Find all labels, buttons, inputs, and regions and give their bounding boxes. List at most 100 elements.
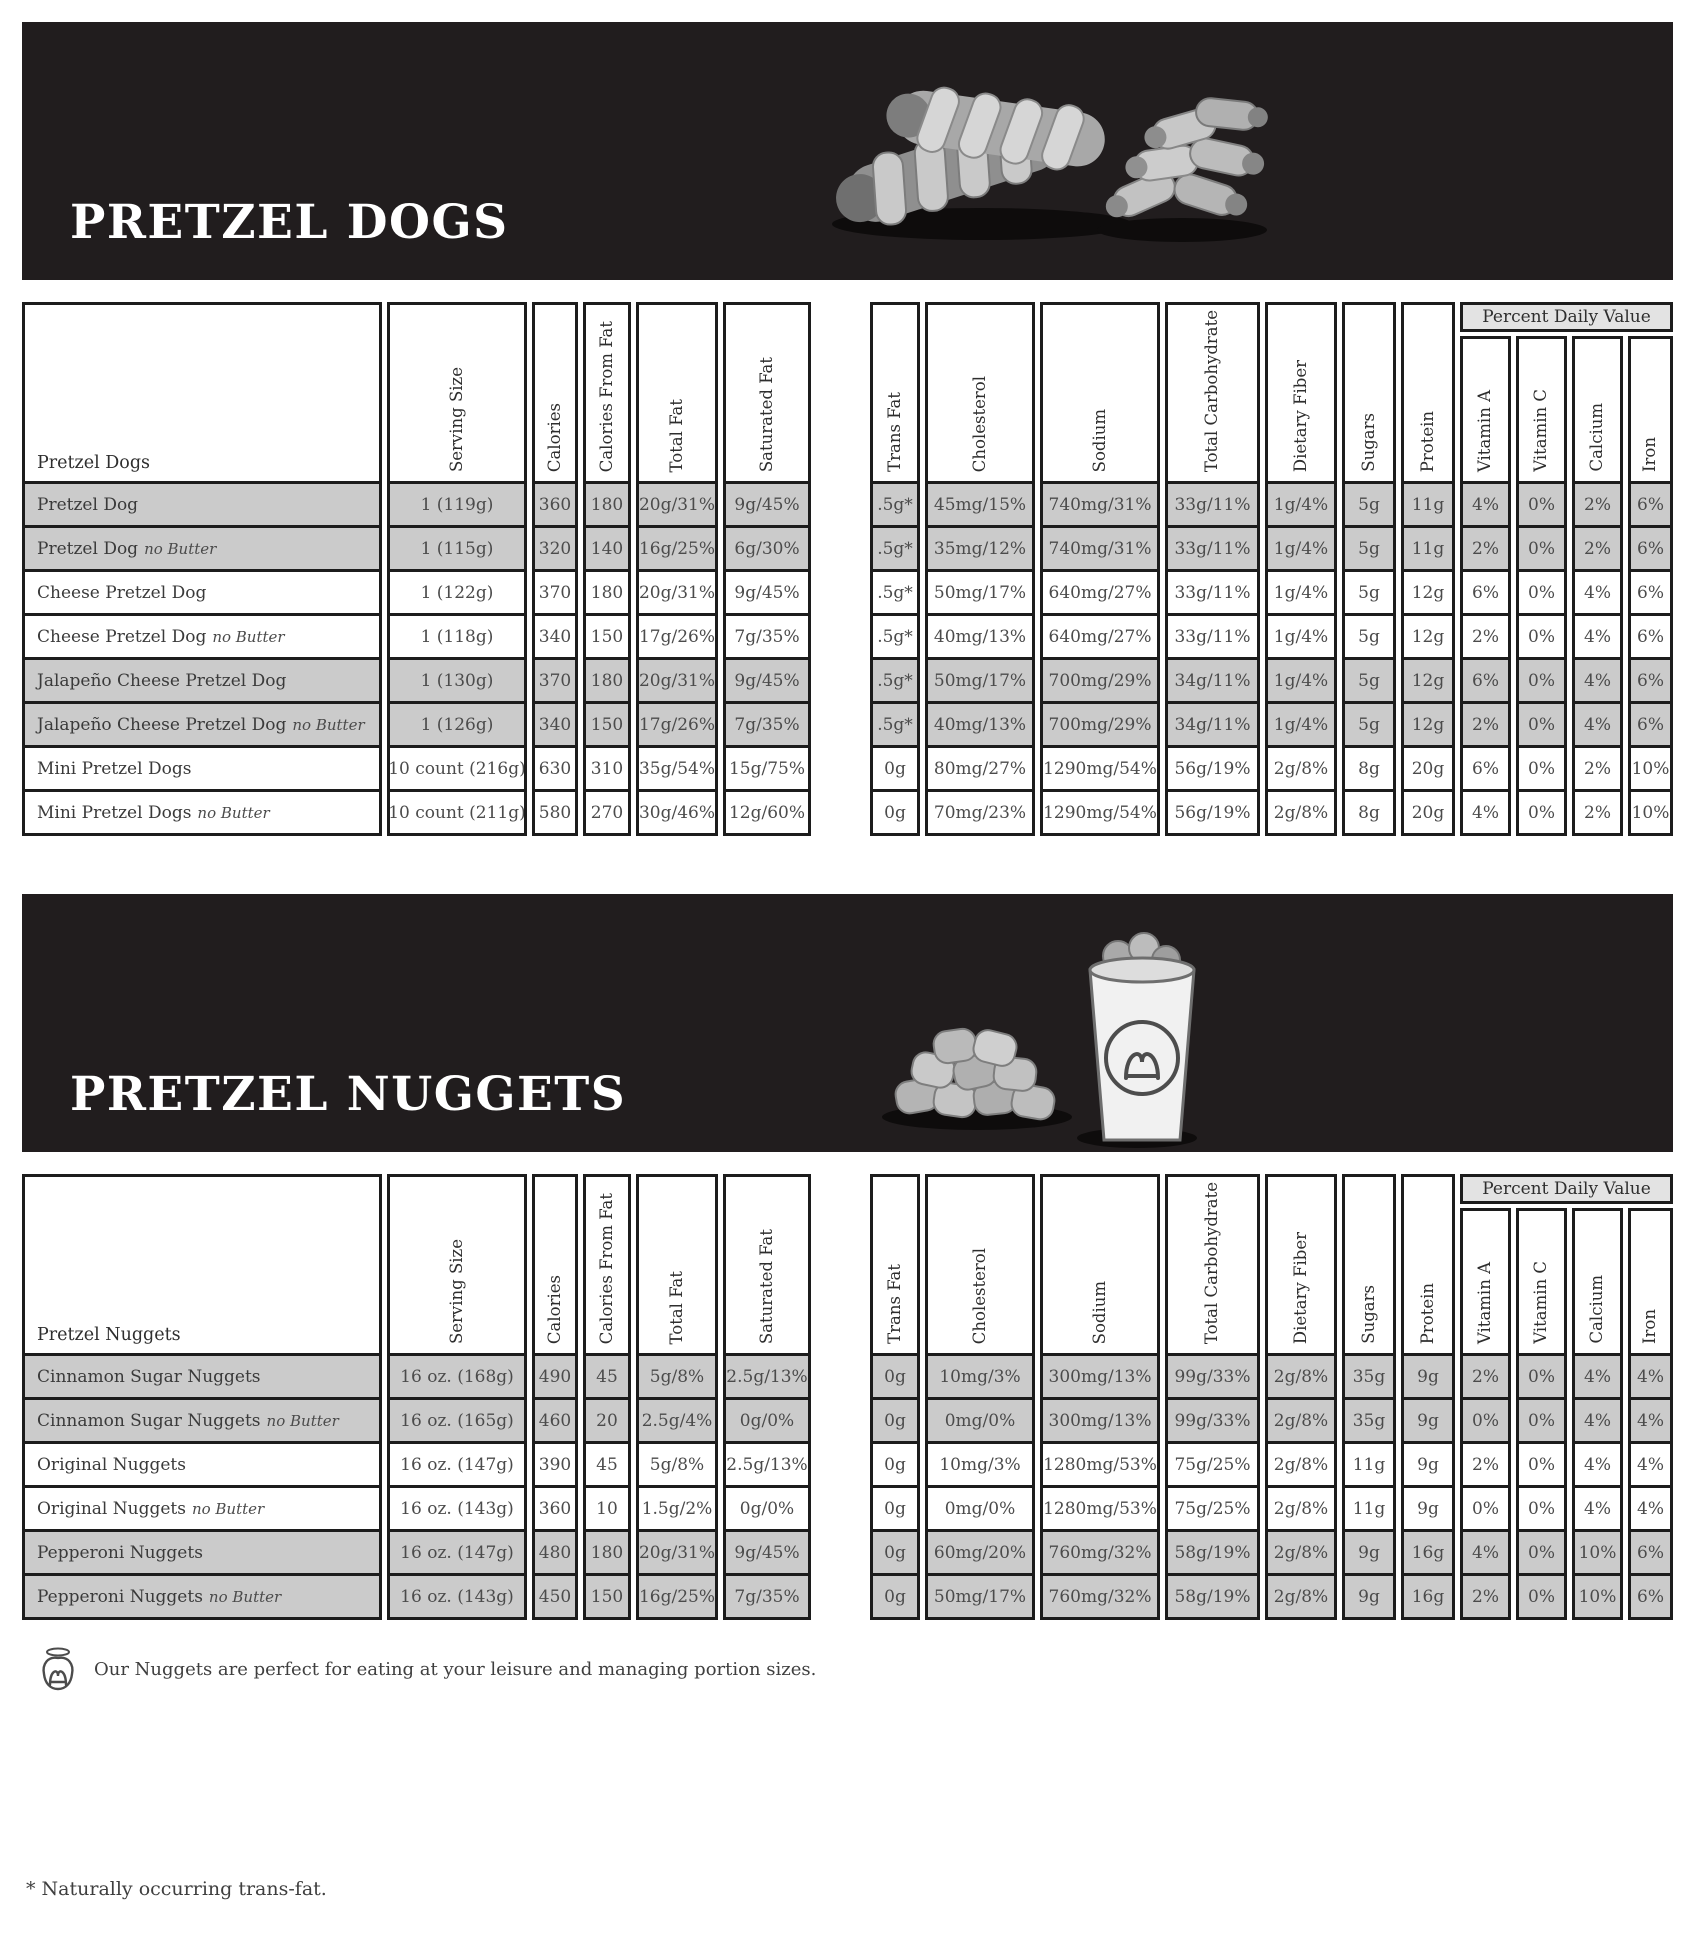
value-cell: 1.5g/2% [639, 1485, 715, 1529]
value-cell: 4% [1463, 789, 1508, 833]
column-header-dietary-fiber: Dietary Fiber [1290, 1231, 1310, 1344]
value-cell: 11g [1404, 481, 1452, 525]
column-header-calories-from-fat: Calories From Fat [596, 320, 616, 472]
value-cell: 700mg/29% [1043, 701, 1157, 745]
value-cell: 17g/26% [639, 613, 715, 657]
value-cell: 4% [1575, 1441, 1620, 1485]
value-cell: 99g/33% [1168, 1397, 1257, 1441]
value-cell: 2g/8% [1268, 1485, 1334, 1529]
column-protein: Protein 11g 11g 12g 12g 12g 12g 20g 20g [1401, 302, 1455, 836]
section-pretzel-nuggets: PRETZEL NUGGETS [22, 894, 1673, 1692]
value-cell: 0% [1519, 1573, 1564, 1617]
value-cell: 2% [1575, 525, 1620, 569]
value-cell: 0% [1463, 1397, 1508, 1441]
value-cell: 4% [1463, 481, 1508, 525]
column-header-trans-fat: Trans Fat [884, 392, 904, 472]
value-cell: 320 [535, 525, 575, 569]
column-header-total-carbohydrate: Total Carbohydrate [1202, 1181, 1222, 1344]
value-cell: 4% [1575, 569, 1620, 613]
value-cell: 33g/11% [1168, 481, 1257, 525]
value-cell: 33g/11% [1168, 525, 1257, 569]
column-item-name: Pretzel Dogs Pretzel Dog Pretzel Dog no Bu… [22, 302, 382, 836]
value-cell: 16 oz. (147g) [390, 1441, 524, 1485]
value-cell: 2.5g/13% [726, 1441, 808, 1485]
value-cell: 0g [873, 1397, 917, 1441]
value-cell: 6% [1631, 569, 1670, 613]
value-cell: 70mg/23% [928, 789, 1032, 833]
column-vitamin-c: Vitamin C 0% 0% 0% 0% 0% 0% [1516, 1208, 1567, 1620]
value-cell: 0g/0% [726, 1485, 808, 1529]
value-cell: 180 [586, 481, 628, 525]
column-calories: Calories 360 320 370 340 370 340 630 580 [532, 302, 578, 836]
value-cell: 12g [1404, 657, 1452, 701]
column-header-calcium: Calcium [1587, 1275, 1607, 1344]
value-cell: 0% [1519, 613, 1564, 657]
value-cell: 150 [586, 1573, 628, 1617]
column-total-carbohydrate: Total Carbohydrate 99g/33% 99g/33% 75g/25%… [1165, 1174, 1260, 1620]
value-cell: 6% [1631, 525, 1670, 569]
value-cell: 17g/26% [639, 701, 715, 745]
column-total-fat: Total Fat 5g/8% 2.5g/4% 5g/8% 1.5g/2% 20g/31… [636, 1174, 718, 1620]
value-cell: 700mg/29% [1043, 657, 1157, 701]
pretzel-dogs-photo [832, 86, 1268, 242]
value-cell: 11g [1345, 1441, 1393, 1485]
value-cell: 7g/35% [726, 701, 808, 745]
value-cell: 75g/25% [1168, 1485, 1257, 1529]
row-name-cell: Jalapeño Cheese Pretzel Dog no Butter [25, 701, 379, 745]
value-cell: .5g* [873, 613, 917, 657]
column-sugars: Sugars 5g 5g 5g 5g 5g 5g 8g 8g [1342, 302, 1396, 836]
value-cell: 8g [1345, 789, 1393, 833]
value-cell: 1g/4% [1268, 481, 1334, 525]
value-cell: 2g/8% [1268, 1353, 1334, 1397]
value-cell: 2g/8% [1268, 789, 1334, 833]
value-cell: 11g [1404, 525, 1452, 569]
value-cell: 2g/8% [1268, 1529, 1334, 1573]
value-cell: 58g/19% [1168, 1573, 1257, 1617]
value-cell: 4% [1631, 1353, 1670, 1397]
value-cell: 16 oz. (143g) [390, 1573, 524, 1617]
value-cell: 2g/8% [1268, 1397, 1334, 1441]
value-cell: 150 [586, 613, 628, 657]
value-cell: 1280mg/53% [1043, 1485, 1157, 1529]
column-total-carbohydrate: Total Carbohydrate 33g/11% 33g/11% 33g/11%… [1165, 302, 1260, 836]
value-cell: 4% [1575, 1397, 1620, 1441]
value-cell: 0g [873, 1441, 917, 1485]
value-cell: 56g/19% [1168, 789, 1257, 833]
column-header-saturated-fat: Saturated Fat [756, 1228, 776, 1344]
value-cell: 1 (130g) [390, 657, 524, 701]
column-header-serving-size: Serving Size [446, 1238, 466, 1344]
column-vitamin-c: Vitamin C 0% 0% 0% 0% 0% 0% 0% 0% [1516, 336, 1567, 836]
value-cell: 9g/45% [726, 1529, 808, 1573]
value-cell: 6% [1463, 657, 1508, 701]
value-cell: 1290mg/54% [1043, 745, 1157, 789]
value-cell: 6% [1631, 701, 1670, 745]
value-cell: 1g/4% [1268, 701, 1334, 745]
value-cell: 58g/19% [1168, 1529, 1257, 1573]
value-cell: 7g/35% [726, 1573, 808, 1617]
value-cell: 140 [586, 525, 628, 569]
value-cell: 4% [1575, 701, 1620, 745]
value-cell: 5g [1345, 569, 1393, 613]
row-name-cell: Pretzel Dog no Butter [25, 525, 379, 569]
value-cell: 16g/25% [639, 1573, 715, 1617]
column-sugars: Sugars 35g 35g 11g 11g 9g 9g [1342, 1174, 1396, 1620]
value-cell: 56g/19% [1168, 745, 1257, 789]
value-cell: 370 [535, 569, 575, 613]
value-cell: 4% [1575, 613, 1620, 657]
value-cell: 0mg/0% [928, 1485, 1032, 1529]
value-cell: 6% [1463, 569, 1508, 613]
value-cell: 2% [1575, 481, 1620, 525]
value-cell: 4% [1631, 1441, 1670, 1485]
column-header-total-fat: Total Fat [666, 398, 686, 472]
pretzel-nuggets-tables: Pretzel Nuggets Cinnamon Sugar Nuggets Ci… [22, 1174, 1673, 1620]
value-cell: 10% [1575, 1573, 1620, 1617]
value-cell: 0% [1519, 1529, 1564, 1573]
column-header-sugars: Sugars [1358, 1285, 1378, 1344]
value-cell: 35mg/12% [928, 525, 1032, 569]
value-cell: 7g/35% [726, 613, 808, 657]
value-cell: 30g/46% [639, 789, 715, 833]
pretzel-nuggets-table-main: Pretzel Nuggets Cinnamon Sugar Nuggets Ci… [22, 1174, 811, 1620]
value-cell: 4% [1631, 1397, 1670, 1441]
column-header-sodium: Sodium [1089, 1280, 1109, 1344]
value-cell: 20g/31% [639, 569, 715, 613]
